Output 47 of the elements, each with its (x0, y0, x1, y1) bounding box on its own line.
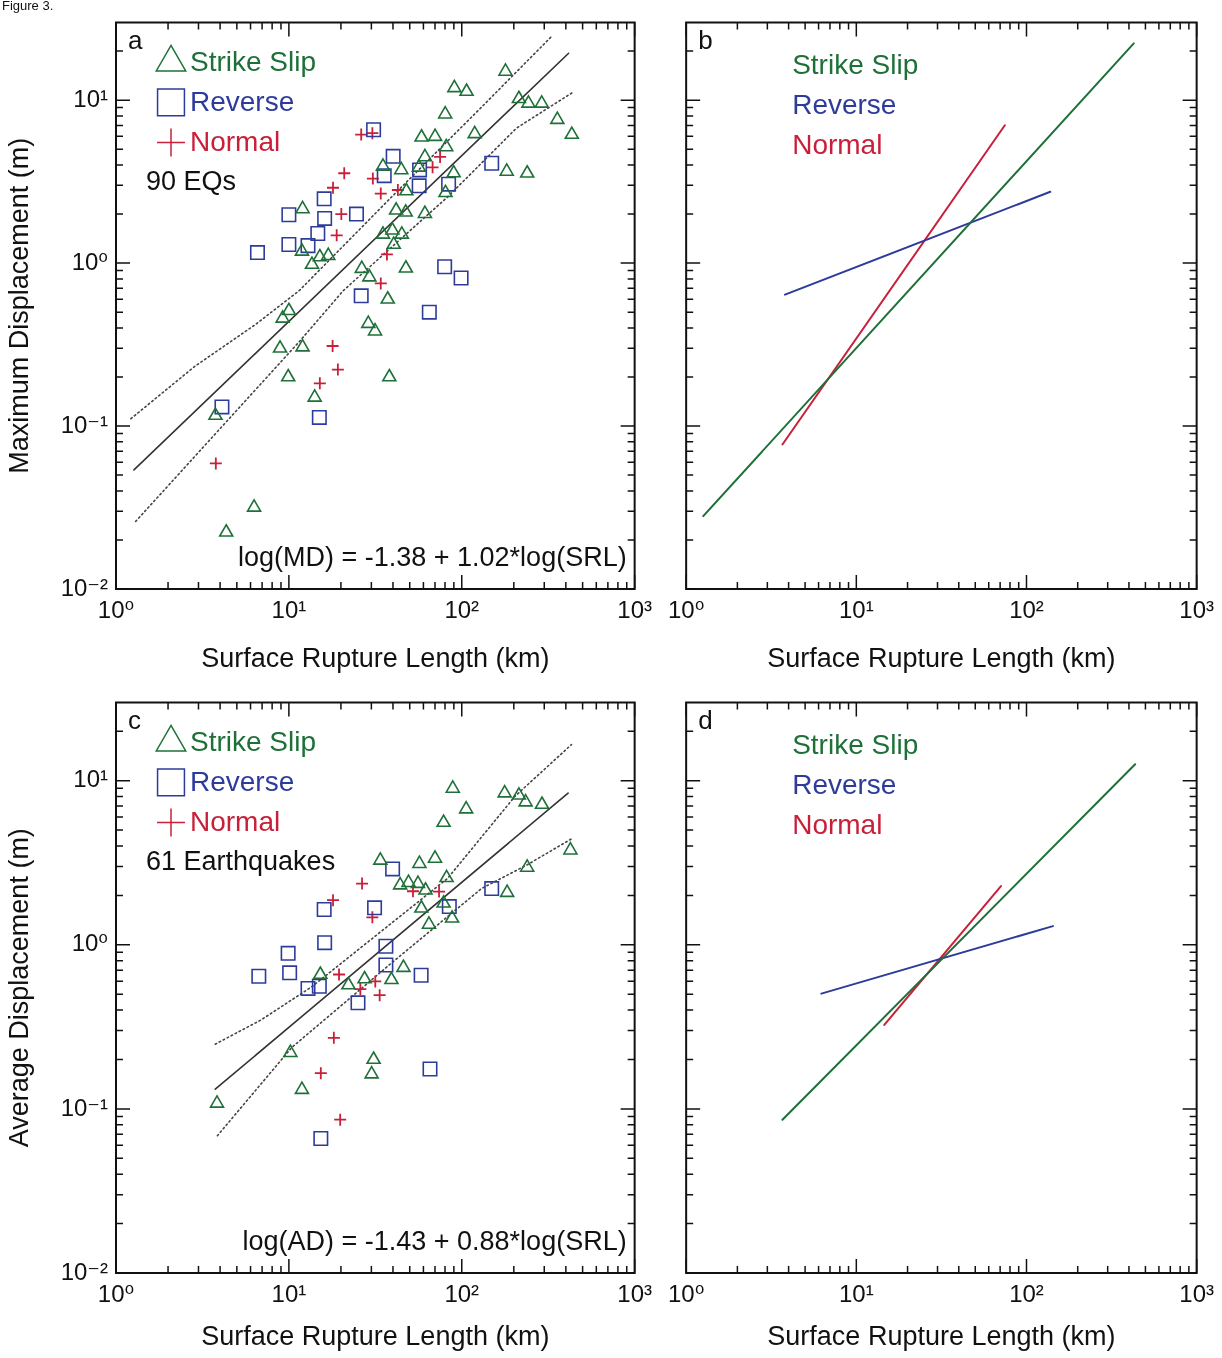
chart-title: c (128, 704, 141, 735)
chart-title: d (698, 704, 713, 735)
x-tick-label: 10² (1009, 596, 1044, 624)
x-tick-label: 10³ (1179, 596, 1215, 624)
annotation: 61 Earthquakes (146, 845, 336, 876)
y-tick-label: 10⁰ (71, 929, 108, 957)
x-tick-label: 10² (1009, 1280, 1044, 1308)
x-tick-label: 10¹ (271, 596, 307, 624)
x-tick-label: 10⁰ (667, 1280, 705, 1308)
y-tick-label: 10¹ (73, 765, 109, 793)
annotation: log(AD) = -1.43 + 0.88*log(SRL) (242, 1226, 627, 1257)
x-axis-title: Surface Rupture Length (km) (767, 643, 1116, 674)
x-axis-title: Surface Rupture Length (km) (201, 643, 550, 674)
legend-label: Reverse (190, 766, 295, 798)
text: Strike Slip (792, 49, 919, 81)
y-tick-label: 10⁻¹ (60, 1093, 108, 1121)
x-tick-label: 10² (444, 1280, 480, 1308)
text: Normal (792, 129, 883, 161)
x-tick-label: 10¹ (838, 596, 874, 624)
text: Reverse (792, 89, 897, 121)
y-tick-label: 10⁰ (71, 247, 108, 275)
x-tick-label: 10³ (617, 596, 653, 624)
x-tick-label: 10¹ (838, 1280, 874, 1308)
x-tick-label: 10² (444, 596, 480, 624)
chart-title: a (128, 24, 143, 55)
legend-label: Normal (190, 806, 281, 838)
x-tick-label: 10¹ (271, 1280, 307, 1308)
text: Normal (792, 809, 883, 841)
legend-label: Reverse (190, 86, 295, 118)
chart-title: b (698, 24, 713, 55)
annotation: 90 EQs (146, 165, 237, 196)
y-tick-label: 10⁻¹ (60, 410, 108, 438)
legend-label: Strike Slip (190, 46, 317, 78)
y-tick-label: 10¹ (73, 84, 109, 112)
legend-label: Strike Slip (190, 726, 317, 758)
y-axis-title: Maximum Displacement (m) (3, 137, 34, 474)
caption: Figure 3. (2, 0, 54, 14)
text: Strike Slip (792, 729, 919, 761)
x-tick-label: 10³ (617, 1280, 653, 1308)
x-axis-title: Surface Rupture Length (km) (201, 1321, 550, 1352)
text: Reverse (792, 769, 897, 801)
x-axis-title: Surface Rupture Length (km) (767, 1321, 1116, 1352)
annotation: log(MD) = -1.38 + 1.02*log(SRL) (237, 542, 627, 573)
x-tick-label: 10⁰ (667, 596, 705, 624)
legend-label: Normal (190, 126, 281, 158)
y-axis-title: Average Displacement (m) (3, 828, 34, 1148)
x-tick-label: 10³ (1179, 1280, 1215, 1308)
